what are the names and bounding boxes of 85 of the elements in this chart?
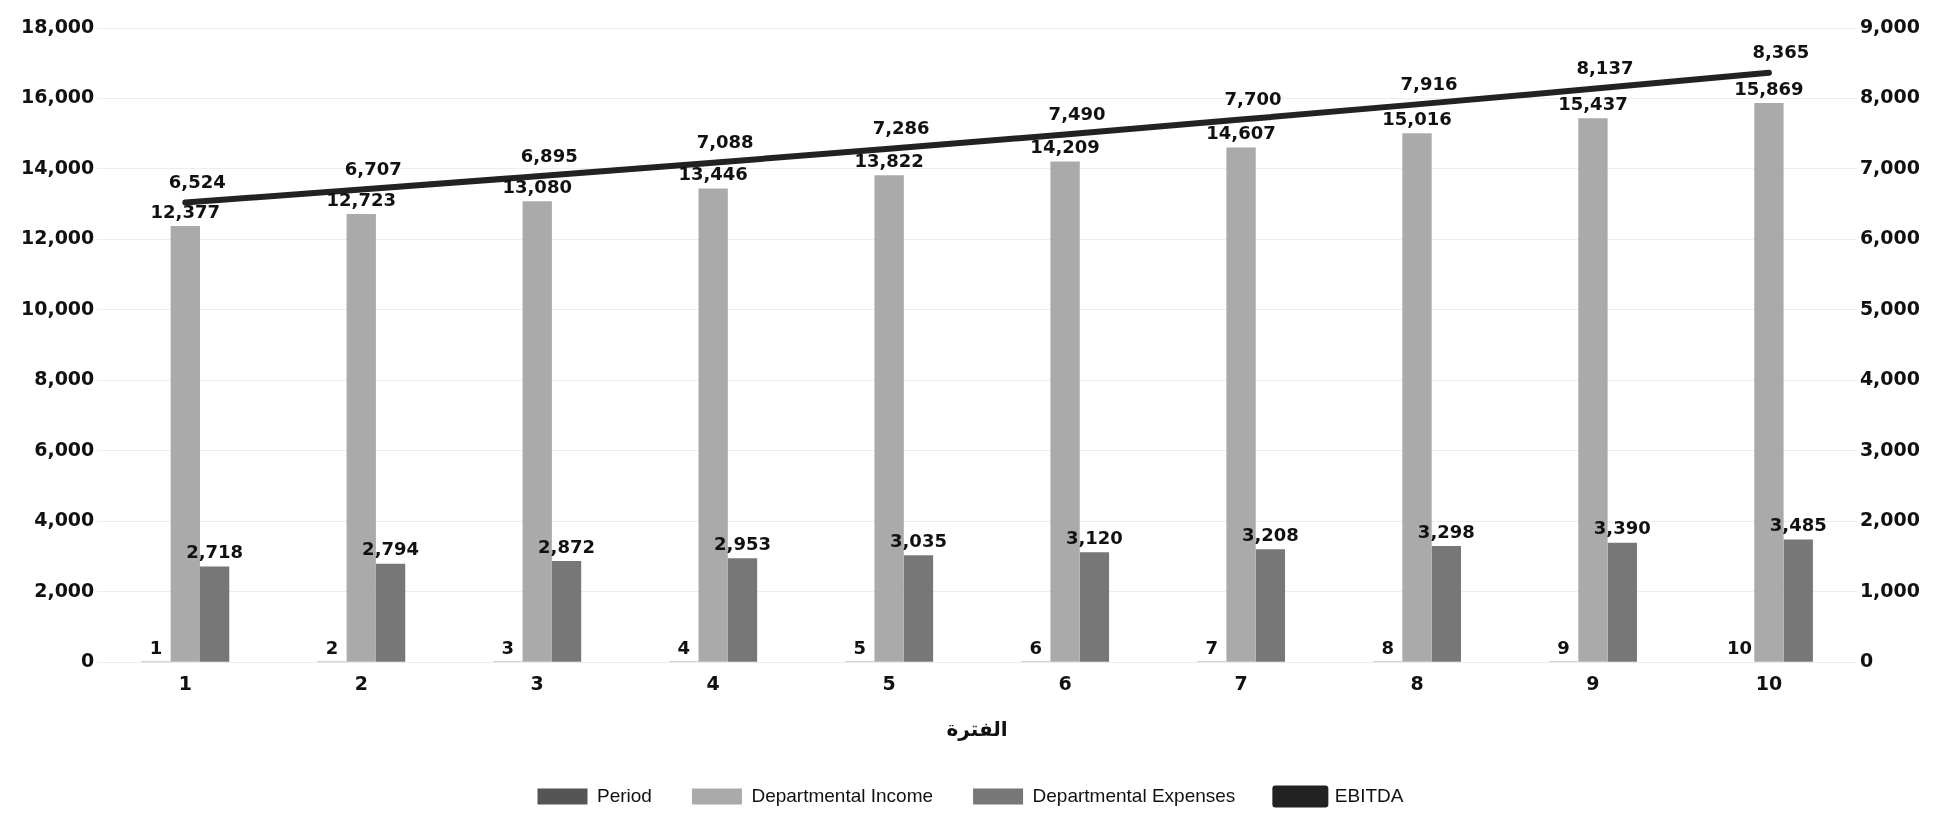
y-tick-label: 12,000 [20,226,95,249]
data-label: 13,822 [854,149,924,171]
x-tick-label: 6 [1029,636,1043,658]
bar [727,558,758,662]
y-tick-label: 0 [81,649,95,672]
data-label: 14,209 [1030,136,1100,158]
y2-tick-label: 3,000 [1859,437,1921,460]
data-label: 6,707 [344,158,402,180]
data-label: 15,869 [1734,77,1804,99]
data-label: 14,607 [1206,122,1276,144]
y-tick-label: 2,000 [34,578,95,601]
data-label: 6,895 [520,145,578,166]
data-label: 7,700 [1224,88,1282,110]
data-label: 7,916 [1400,73,1458,95]
x-tick-label: 5 [853,636,867,658]
x-tick-label: 3 [501,636,515,658]
data-label: 2,953 [714,532,771,554]
data-label: 2,794 [362,538,420,560]
y2-tick-label: 0 [1859,649,1874,672]
bar [199,566,230,662]
y2-tick-label: 1,000 [1859,578,1921,601]
x-tick-label: 8 [1381,636,1394,658]
x-tick-label: 10 [1727,636,1753,658]
y2-tick-label: 6,000 [1859,226,1921,249]
data-label: 5 [882,671,896,694]
y2-tick-label: 9,000 [1859,14,1921,37]
x-tick-label: 9 [1557,636,1570,658]
data-label: 3,120 [1065,526,1123,548]
data-label: 13,080 [502,176,572,198]
data-label: 9 [1586,671,1600,694]
data-label: 2,718 [186,541,244,563]
data-label: 3,035 [889,529,947,551]
legend-label: Departmental Income [751,784,934,806]
bar [1783,539,1813,662]
data-label: 8,137 [1576,57,1634,79]
y2-tick-label: 4,000 [1859,367,1921,390]
data-label: 10 [1755,671,1783,694]
y-tick-label: 6,000 [34,437,95,460]
legend-label: Period [597,784,652,806]
data-label: 6 [1058,671,1072,694]
data-label: 7,286 [872,117,930,139]
y-tick-label: 8,000 [34,367,95,390]
data-label: 12,723 [326,188,396,210]
y2-tick-label: 5,000 [1859,296,1921,319]
data-label: 7 [1234,671,1248,694]
data-label: 2 [354,671,368,694]
data-label: 12,377 [150,200,221,222]
x-tick-label: 2 [325,636,339,658]
x-tick-label: 1 [149,636,163,658]
data-label: 3,485 [1769,514,1827,536]
y2-tick-label: 8,000 [1859,85,1921,108]
legend-label: EBITDA [1334,784,1404,806]
y-tick-label: 18,000 [20,14,95,37]
data-label: 2,872 [538,535,596,557]
y-tick-label: 16,000 [20,85,95,108]
x-tick-label: 4 [677,636,691,658]
x-axis-title: الفترة [946,717,1008,742]
data-label: 3,208 [1241,523,1299,545]
data-label: 7,088 [696,131,754,153]
data-label: 3,390 [1593,517,1651,539]
bar [903,555,934,662]
y2-tick-label: 2,000 [1859,508,1921,531]
bar [1607,542,1637,662]
y2-tick-label: 7,000 [1859,155,1921,178]
data-label: 15,437 [1558,92,1628,114]
data-label: 8 [1410,671,1424,694]
bar [551,561,582,662]
bar [375,563,406,662]
data-label: 8,365 [1752,41,1810,63]
y-tick-label: 14,000 [20,155,95,178]
data-label: 4 [706,671,720,694]
data-label: 3 [530,671,544,694]
legend-label: Departmental Expenses [1032,784,1236,806]
bar [1079,552,1110,662]
data-label: 3,298 [1417,520,1475,542]
y-tick-label: 4,000 [34,508,95,531]
x-tick-label: 7 [1205,636,1218,658]
data-label: 6,524 [168,171,226,193]
y-tick-label: 10,000 [20,296,95,319]
data-label: 7,490 [1048,103,1106,125]
bar [1431,546,1461,662]
data-label: 1 [178,671,192,694]
bar [1255,549,1286,662]
data-label: 15,016 [1382,107,1452,129]
data-label: 13,446 [678,163,748,185]
